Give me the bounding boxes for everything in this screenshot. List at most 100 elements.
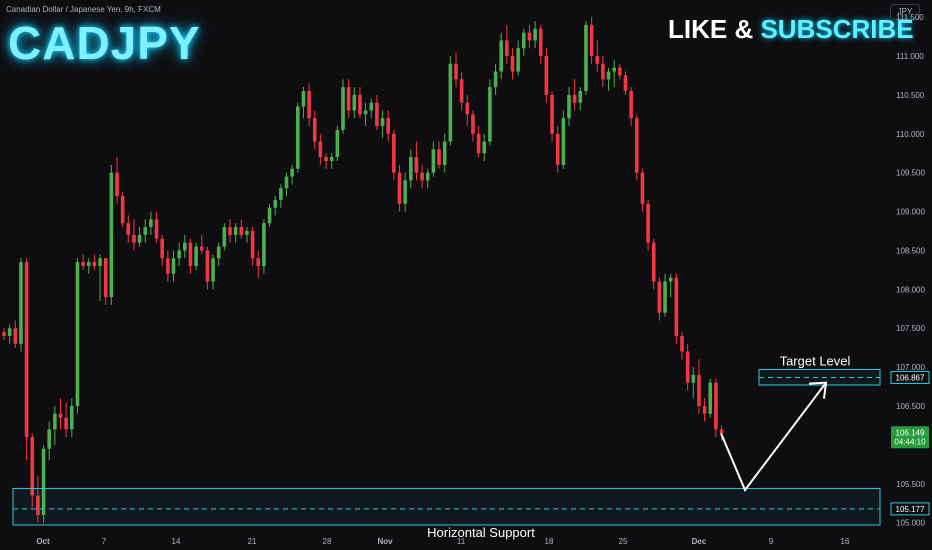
candle-body (335, 129, 340, 158)
time-tick-label: 14 (172, 537, 181, 546)
candle (437, 141, 441, 169)
candle (132, 219, 136, 251)
candle-body (312, 118, 317, 142)
candle (154, 211, 159, 243)
candle-body (442, 141, 447, 165)
candle (414, 141, 419, 181)
price-tick-label: 109.500 (896, 169, 925, 178)
candle-body (448, 63, 453, 142)
candle-body (544, 56, 549, 95)
candle-body (13, 328, 18, 344)
candle (448, 56, 453, 146)
candles-layer (2, 17, 724, 523)
candle-body (211, 258, 215, 282)
candle-body (714, 382, 718, 430)
candle-body (425, 172, 430, 181)
candle (233, 223, 238, 243)
candle (708, 378, 713, 418)
candle-body (702, 406, 707, 414)
candle-body (454, 63, 458, 80)
candle-body (459, 79, 464, 103)
candle (499, 32, 503, 80)
candle (222, 223, 227, 251)
candle (341, 79, 345, 134)
candle-body (222, 227, 227, 247)
candle (13, 320, 18, 348)
candle (290, 164, 294, 185)
target-price-tag (890, 370, 930, 384)
candle-body (19, 262, 23, 344)
candle (137, 227, 142, 247)
candle (318, 133, 323, 165)
candle-body (697, 374, 701, 406)
candle-body (668, 277, 673, 282)
candle-body (584, 24, 588, 92)
candle-body (239, 227, 244, 235)
candle-body (397, 172, 402, 204)
currency-selector[interactable]: JPY (890, 4, 920, 20)
candle-body (363, 110, 368, 115)
candle (397, 164, 402, 212)
candle (262, 219, 266, 274)
candle-body (623, 75, 628, 91)
candle (403, 172, 407, 212)
price-tick-label: 111.000 (896, 52, 924, 61)
time-tick-label: 28 (323, 537, 332, 546)
candle (98, 254, 102, 301)
candle-body (199, 246, 204, 251)
candle (228, 219, 232, 243)
candle (623, 71, 628, 95)
candle-body (606, 71, 611, 80)
candle-body (437, 149, 441, 165)
candle-body (346, 87, 351, 111)
time-tick-label: Nov (377, 537, 393, 546)
candle (685, 343, 690, 391)
candle-body (177, 250, 181, 259)
candle (53, 406, 57, 445)
candle (420, 164, 424, 189)
candle (465, 94, 470, 126)
candle (635, 114, 639, 181)
candle (488, 79, 492, 146)
candle-body (341, 87, 345, 130)
candle (279, 184, 283, 208)
candle-body (578, 91, 583, 103)
candle-body (126, 223, 131, 235)
candle (567, 87, 571, 126)
candle (442, 133, 447, 173)
candle-body (149, 219, 153, 228)
candle (522, 28, 526, 56)
candle (239, 219, 244, 239)
candle-body (36, 495, 40, 515)
candle-body (567, 94, 571, 119)
candle (369, 98, 374, 119)
candle-body (109, 172, 114, 298)
candle (120, 192, 125, 228)
candle (199, 234, 204, 255)
candle-body (635, 118, 639, 173)
candle (166, 250, 170, 282)
candle-body (256, 258, 261, 266)
candle (70, 398, 74, 438)
horizontal-support-zone (12, 487, 881, 526)
candle-body (691, 374, 696, 383)
candle (329, 153, 334, 169)
candle (115, 157, 119, 204)
candle (273, 196, 277, 216)
candle-body (188, 242, 193, 266)
time-tick-label: 25 (619, 537, 628, 546)
price-tick-label: 108.500 (896, 246, 925, 255)
candle-body (414, 157, 419, 173)
candle-body (47, 429, 51, 449)
candle (589, 17, 594, 64)
candle (493, 63, 498, 95)
candle (296, 102, 300, 173)
candle-body (527, 32, 532, 41)
candle-body (375, 102, 379, 126)
time-tick-label: 21 (248, 537, 257, 546)
candle-body (403, 180, 407, 204)
candle-body (103, 258, 108, 298)
candle (657, 277, 662, 321)
candle (92, 254, 97, 270)
